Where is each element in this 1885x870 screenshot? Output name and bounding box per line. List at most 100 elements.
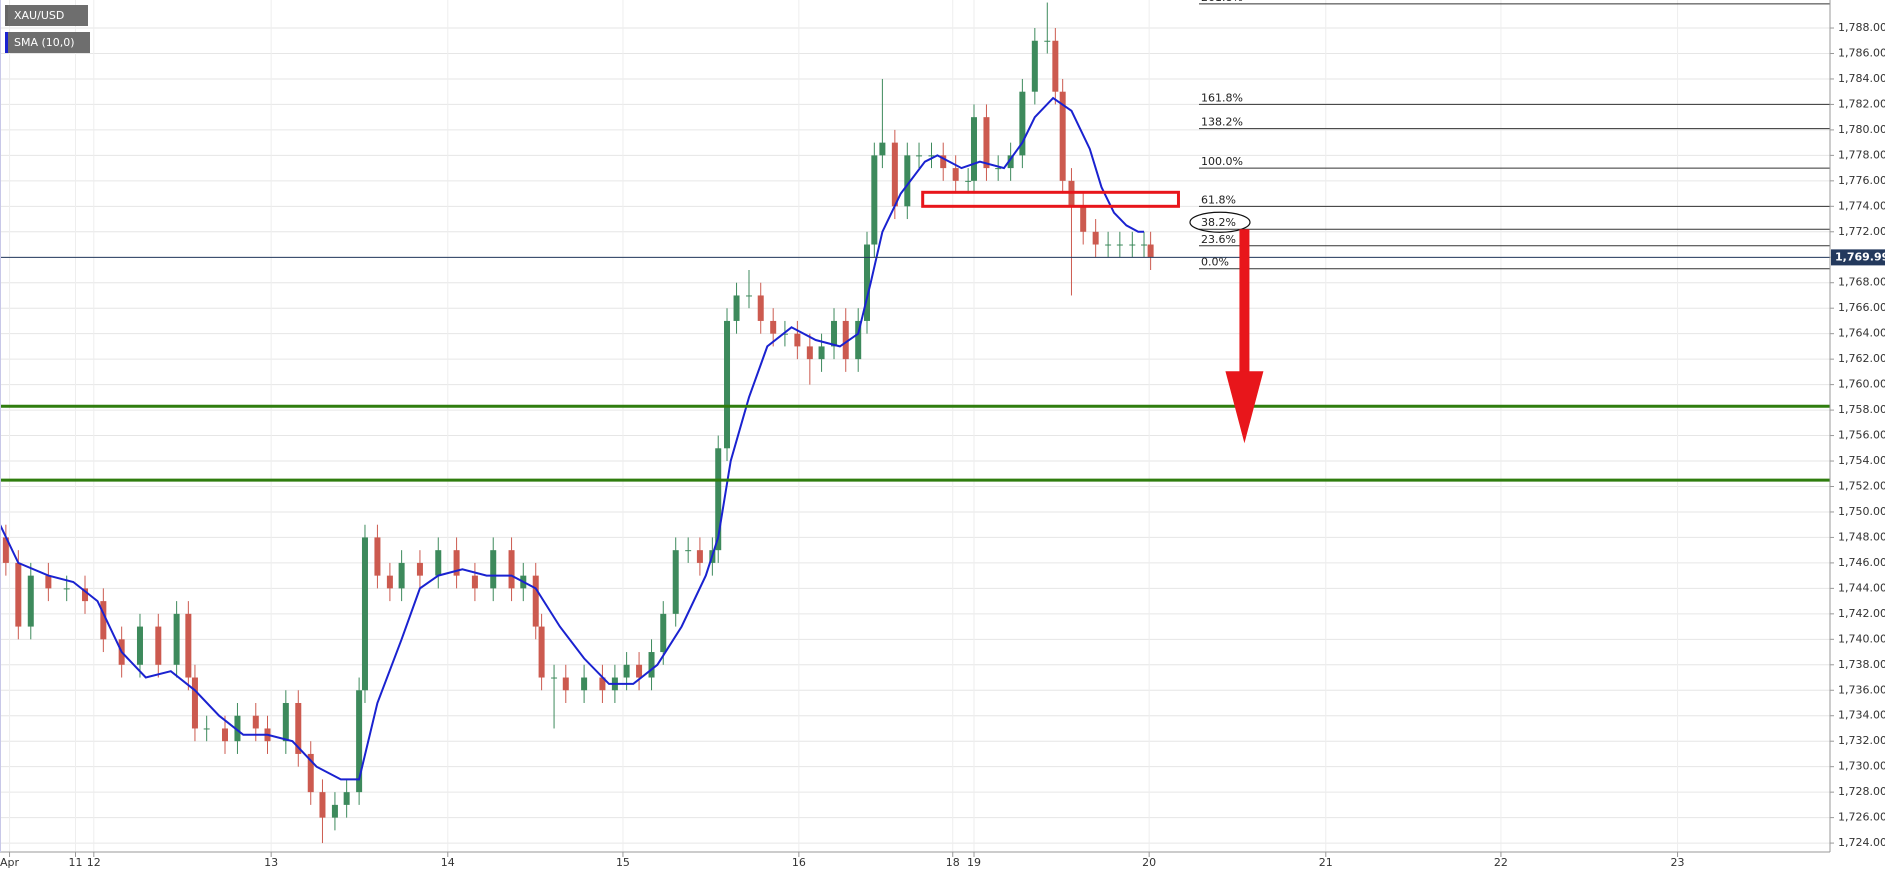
- y-tick-label: 1,760.00: [1838, 378, 1885, 391]
- candle-body: [623, 664, 630, 678]
- y-tick-label: 1,764.00: [1838, 327, 1885, 340]
- candle-body: [15, 562, 22, 627]
- y-tick-label: 1,774.00: [1838, 199, 1885, 212]
- overlay: 261.8% 161.8% 138.2% 100.0% 61.8% 38.2% 23.6% 0…: [0, 0, 1830, 482]
- x-tick-label: 23: [1671, 856, 1685, 869]
- candle-body: [27, 575, 34, 627]
- x-tick-label: 14: [441, 856, 455, 869]
- x-tick-label: Apr: [0, 856, 20, 869]
- candle-body: [471, 575, 478, 589]
- candle-body: [806, 346, 813, 360]
- candle-body: [863, 244, 870, 321]
- y-tick-label: 1,786.00: [1838, 46, 1885, 59]
- candle-body: [234, 715, 241, 742]
- fib-label: 23.6%: [1201, 233, 1236, 246]
- candle-body: [781, 333, 788, 335]
- y-tick-label: 1,736.00: [1838, 683, 1885, 696]
- candle-body: [136, 626, 143, 665]
- y-tick-label: 1,728.00: [1838, 785, 1885, 798]
- candle-body: [100, 601, 107, 640]
- x-tick-label: 20: [1142, 856, 1156, 869]
- y-tick-label: 1,756.00: [1838, 429, 1885, 442]
- resistance-zone: [921, 190, 1180, 208]
- candle-body: [435, 550, 442, 576]
- candle-body: [636, 664, 643, 678]
- fib-highlight: [1189, 211, 1251, 233]
- fib-label: 261.8%: [1201, 0, 1243, 4]
- candle-body: [398, 562, 405, 589]
- candle-body: [1019, 91, 1026, 156]
- candle-body: [508, 550, 515, 589]
- y-tick-label: 1,744.00: [1838, 581, 1885, 594]
- x-tick-label: 12: [87, 856, 101, 869]
- y-tick-label: 1,742.00: [1838, 607, 1885, 620]
- x-tick-label: 22: [1494, 856, 1508, 869]
- legend-swatch: [5, 5, 8, 26]
- candle-body: [855, 320, 862, 360]
- plot-area: [0, 2, 1154, 844]
- y-tick-label: 1,768.00: [1838, 276, 1885, 289]
- candle-body: [672, 550, 679, 614]
- y-tick-label: 1,776.00: [1838, 174, 1885, 187]
- candle-body: [307, 753, 314, 793]
- candle-body: [952, 168, 959, 181]
- y-tick-label: 1,762.00: [1838, 352, 1885, 365]
- fib-label: 100.0%: [1201, 155, 1243, 168]
- candle-body: [1059, 91, 1066, 181]
- price-label-box: [1831, 249, 1885, 266]
- candle-body: [331, 804, 338, 818]
- candle-body: [581, 677, 588, 691]
- candle-body: [386, 575, 393, 589]
- y-tick-label: 1,772.00: [1838, 225, 1885, 238]
- candle-body: [295, 702, 302, 754]
- x-tick-label: 11: [68, 856, 82, 869]
- y-tick-label: 1,732.00: [1838, 734, 1885, 747]
- candle-body: [562, 677, 569, 691]
- candle-body: [891, 142, 898, 207]
- legend-swatch: [5, 32, 8, 53]
- candle-body: [818, 346, 825, 360]
- y-tick-label: 1,780.00: [1838, 123, 1885, 136]
- y-tick-label: 1,748.00: [1838, 530, 1885, 543]
- legend-label: XAU/USD: [14, 9, 64, 22]
- candle-body: [1116, 244, 1123, 246]
- candle-body: [1141, 244, 1148, 246]
- candle-body: [343, 792, 350, 805]
- candle-body: [1080, 206, 1087, 232]
- candle-body: [965, 180, 972, 182]
- fib-label: 38.2%: [1201, 216, 1236, 229]
- candle-body: [983, 117, 990, 169]
- y-tick-label: 1,738.00: [1838, 658, 1885, 671]
- candle-body: [696, 550, 703, 563]
- y-tick-label: 1,746.00: [1838, 556, 1885, 569]
- y-tick-label: 1,758.00: [1838, 403, 1885, 416]
- candle-body: [794, 333, 801, 347]
- candle-body: [356, 690, 363, 793]
- candle-body: [490, 550, 497, 589]
- candle-body: [1007, 155, 1014, 169]
- candle-body: [995, 168, 1002, 170]
- candle-body: [282, 702, 289, 742]
- legend-box: [5, 32, 90, 53]
- candle-body: [660, 613, 667, 653]
- legend-label: SMA (10,0): [14, 36, 75, 49]
- candle-body: [831, 320, 838, 347]
- arrow-head: [1225, 371, 1264, 444]
- x-tick-label: 19: [967, 856, 981, 869]
- y-tick-label: 1,730.00: [1838, 760, 1885, 773]
- candle-body: [970, 117, 977, 181]
- arrow-shaft: [1239, 229, 1250, 374]
- y-tick-label: 1,784.00: [1838, 72, 1885, 85]
- candle-body: [2, 537, 9, 563]
- candle-body: [940, 155, 947, 169]
- candle-body: [191, 677, 198, 729]
- x-tick-label: 16: [792, 856, 806, 869]
- candle-body: [746, 295, 753, 297]
- candle-body: [842, 320, 849, 360]
- y-tick-label: 1,782.00: [1838, 97, 1885, 110]
- candle-body: [453, 550, 460, 576]
- candle-body: [532, 575, 539, 627]
